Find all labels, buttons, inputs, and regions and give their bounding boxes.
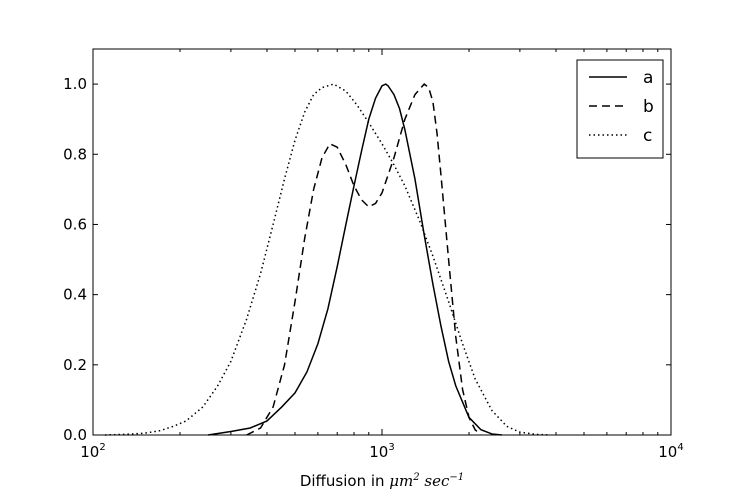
x-tick-label: 104 <box>658 442 683 461</box>
legend-label-c: c <box>643 126 652 146</box>
series-line-a <box>207 83 503 436</box>
x-tick-label: 102 <box>80 442 105 461</box>
y-tick-label: 0.2 <box>63 356 87 374</box>
x-axis-label: Diffusion in μm2 sec−1 <box>300 472 464 490</box>
y-tick-label: 0.4 <box>63 286 87 304</box>
series-line-b <box>246 83 482 436</box>
y-tick-label: 0.6 <box>63 215 87 233</box>
x-tick-label: 103 <box>369 442 394 461</box>
y-tick-label: 1.0 <box>63 75 87 93</box>
legend-label-a: a <box>643 68 653 88</box>
series-layer <box>104 83 550 436</box>
y-tick-label: 0.0 <box>63 426 87 444</box>
ticks-layer: 0.0 0.2 0.4 0.6 0.8 1.0 102 103 104 <box>63 49 684 461</box>
legend: abc <box>576 59 664 159</box>
series-line-c <box>104 83 550 436</box>
y-tick-label: 0.8 <box>63 145 87 163</box>
legend-label-b: b <box>643 97 654 117</box>
